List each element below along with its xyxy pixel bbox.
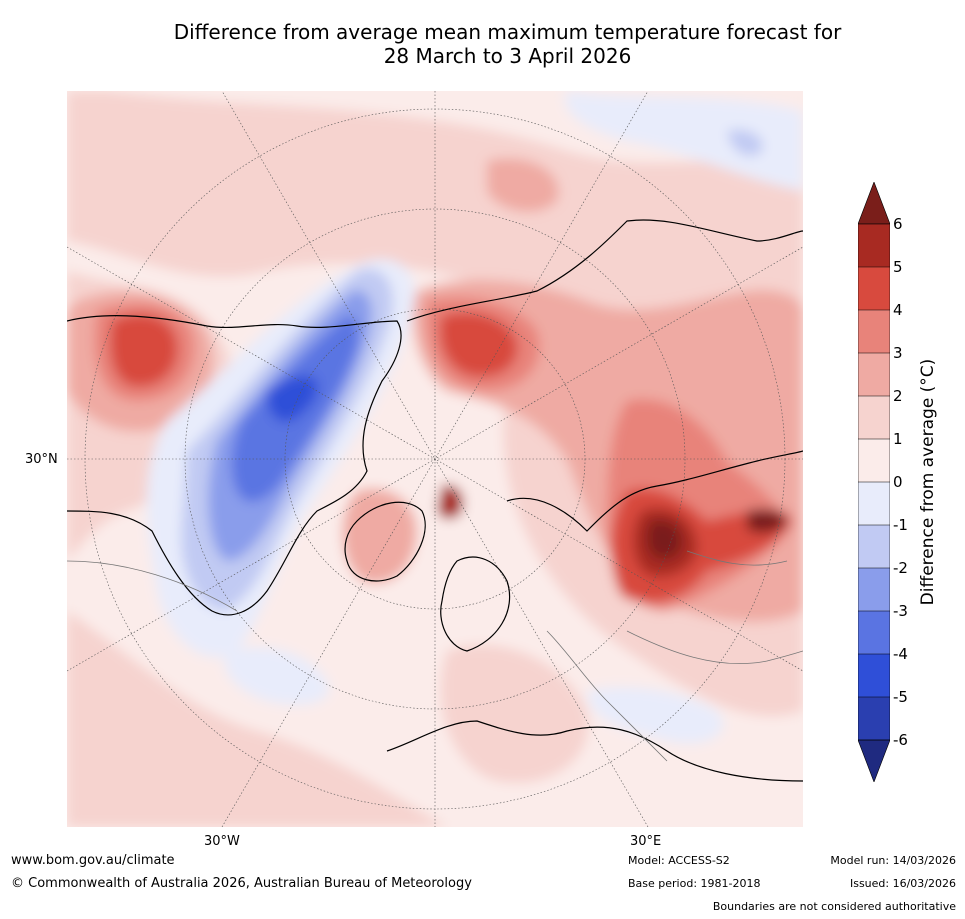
meridian-60e <box>67 246 803 672</box>
colorbar <box>858 182 890 782</box>
colorbar-dividers <box>858 223 890 741</box>
lon-label-30e: 30°E <box>630 834 662 849</box>
colorbar-extend-above <box>858 182 890 225</box>
anomaly-2-3-region-north-pacific <box>487 158 559 212</box>
coastline-greenland <box>344 501 426 582</box>
anomaly-m5-m4-region-canada <box>266 375 318 422</box>
coastline-eurasia-north <box>406 219 803 322</box>
border-mongolia-china <box>686 550 788 566</box>
colorbar-tick: 3 <box>893 344 903 362</box>
issued-text: Issued: 16/03/2026 <box>849 877 956 890</box>
copyright-text: © Commonwealth of Australia 2026, Austra… <box>11 876 472 891</box>
anomaly-2-3-region-greenland-east <box>342 488 417 584</box>
coastlines <box>67 219 803 782</box>
country-borders <box>67 550 803 762</box>
border-kazakhstan <box>626 630 803 664</box>
anomaly-above-6-region-siberia <box>647 519 682 560</box>
colorbar-tick: 6 <box>893 215 903 233</box>
anomaly-4-5-region-west <box>110 313 178 387</box>
colorbar-segment-4-5 <box>858 267 890 310</box>
lat-label-30n: 30°N <box>25 452 58 467</box>
colorbar-tick: -4 <box>893 645 908 663</box>
colorbar-tick: -2 <box>893 559 908 577</box>
colorbar-segment-m5-m4 <box>858 654 890 697</box>
anomaly-1-2-region-south <box>67 611 447 827</box>
anomaly-fields <box>67 91 803 827</box>
coastline-north-america <box>67 314 402 616</box>
colorbar-tick: 2 <box>893 387 903 405</box>
base-period-text: Base period: 1981-2018 <box>628 877 761 890</box>
anomaly-5-6-region-svalbard <box>437 485 464 520</box>
colorbar-tick: 1 <box>893 430 903 448</box>
colorbar-segment-m3-m2 <box>858 568 890 611</box>
border-russia-west <box>546 630 668 762</box>
anomaly-m2-m1-region-north <box>727 129 763 156</box>
title-line-2: 28 March to 3 April 2026 <box>383 44 632 68</box>
colorbar-extend-below <box>858 739 890 782</box>
anomaly-above-6-region-siberia-east <box>747 509 787 533</box>
colorbar-segment-m6-m5 <box>858 697 890 740</box>
colorbar-tick: 0 <box>893 473 903 491</box>
disclaimer-text: Boundaries are not considered authoritat… <box>712 900 956 913</box>
colorbar-tick: -5 <box>893 688 908 706</box>
chart-title: Difference from average mean maximum tem… <box>0 20 965 68</box>
colorbar-label: Difference from average (°C) <box>918 358 938 606</box>
coastline-siberia-arctic <box>506 450 803 532</box>
temperature-anomaly-map <box>67 91 803 827</box>
colorbar-segment-0-1 <box>858 439 890 482</box>
colorbar-tick: -6 <box>893 731 908 749</box>
anomaly-m1-0-region-caspian <box>587 687 724 744</box>
title-line-1: Difference from average mean maximum tem… <box>173 20 842 44</box>
colorbar-segment-5-6 <box>858 224 890 267</box>
website-link[interactable]: www.bom.gov.au/climate <box>11 853 175 868</box>
coastline-scandinavia <box>440 556 511 652</box>
colorbar-segment-2-3 <box>858 353 890 396</box>
anomaly-1-2-region-europe <box>440 644 589 783</box>
colorbar-segment-m2-m1 <box>858 525 890 568</box>
colorbar-segment-1-2 <box>858 396 890 439</box>
anomaly-m1-0-region-atlantic <box>224 647 329 705</box>
colorbar-tick: 5 <box>893 258 903 276</box>
colorbar-segment-m4-m3 <box>858 611 890 654</box>
lon-label-30w: 30°W <box>204 834 240 849</box>
latitude-circle-45 <box>184 208 686 710</box>
colorbar-segment-3-4 <box>858 310 890 353</box>
model-run-text: Model run: 14/03/2026 <box>830 854 956 867</box>
graticule <box>67 91 803 827</box>
colorbar-tick: -3 <box>893 602 908 620</box>
colorbar-segment-m1-0 <box>858 482 890 525</box>
anomaly-4-5-region-chukotka <box>440 312 518 377</box>
anomaly-m1-0-region-north <box>565 91 803 191</box>
model-text: Model: ACCESS-S2 <box>628 854 730 867</box>
colorbar-tick: 4 <box>893 301 903 319</box>
colorbar-tick: -1 <box>893 516 908 534</box>
coastline-europe-south <box>386 720 803 782</box>
border-canada-usa <box>67 560 238 612</box>
